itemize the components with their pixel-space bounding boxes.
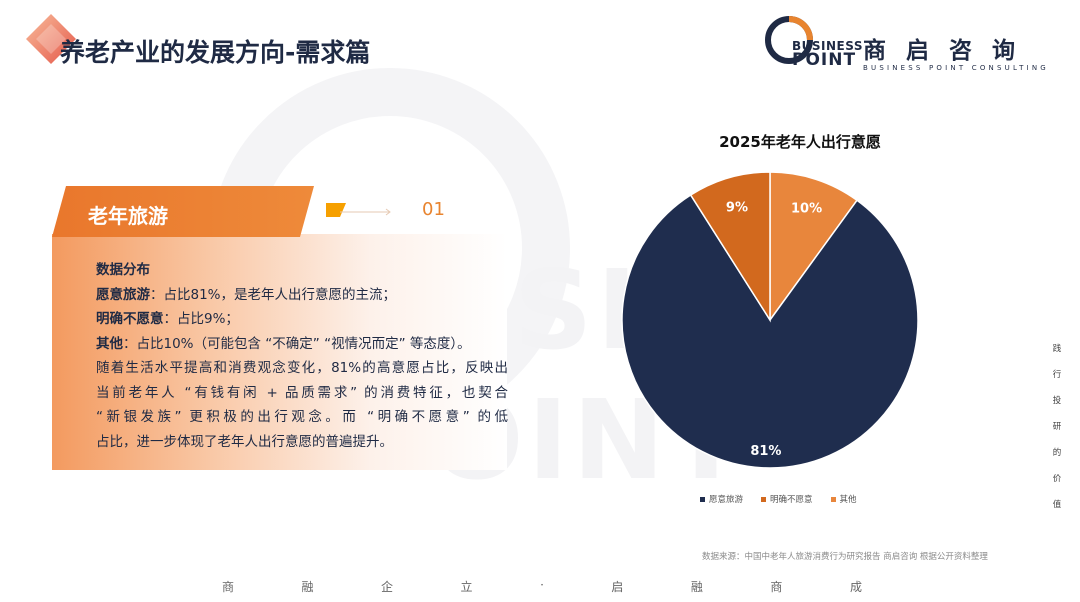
side-char: 研 bbox=[1052, 422, 1062, 432]
legend-item: 其他 bbox=[830, 493, 857, 505]
arrow-icon bbox=[326, 203, 391, 217]
paragraph-line: 占比，进一步体现了老年人出行意愿的普遍提升。 bbox=[96, 433, 393, 450]
footer-slogan: 商 融 企 立 · 启 融 商 成 bbox=[222, 578, 862, 595]
company-logo: BUSINESS POINT 商启咨询 BUSINESS POINT CONSU… bbox=[765, 14, 1065, 74]
footer-char: 立 bbox=[460, 580, 473, 594]
footer-char: · bbox=[540, 578, 544, 592]
content-item: 其他：占比10%（可能包含 “不确定” “视情况而定” 等态度）。 bbox=[96, 335, 471, 352]
logo-chinese-name: 商启咨询 bbox=[863, 38, 1035, 64]
logo-point-text: POINT bbox=[792, 50, 857, 70]
footer-char: 融 bbox=[690, 580, 703, 594]
side-char: 的 bbox=[1052, 448, 1062, 458]
footer-char: 商 bbox=[770, 580, 783, 594]
content-background bbox=[52, 234, 507, 470]
logo-english-name: BUSINESS POINT CONSULTING bbox=[863, 64, 1049, 72]
footer-char: 融 bbox=[301, 580, 314, 594]
footer-char: 企 bbox=[381, 580, 394, 594]
pie-data-label: 81% bbox=[750, 444, 781, 459]
content-item: 愿意旅游：占比81%，是老年人出行意愿的主流； bbox=[96, 286, 397, 303]
logo-ring-icon bbox=[765, 16, 813, 64]
pie-slice bbox=[689, 171, 771, 323]
side-char: 践 bbox=[1052, 344, 1062, 354]
footer-char: 商 bbox=[222, 580, 235, 594]
side-char: 值 bbox=[1052, 500, 1062, 510]
logo-business-text: BUSINESS bbox=[792, 39, 863, 53]
footer-char: 成 bbox=[849, 580, 862, 594]
chart-title: 2025年老年人出行意愿 bbox=[719, 133, 881, 151]
legend-label: 明确不愿意 bbox=[770, 495, 813, 505]
legend-item: 愿意旅游 bbox=[700, 493, 743, 505]
side-slogan: 践 行 投 研 的 价 值 bbox=[1050, 336, 1064, 518]
paragraph-line: 当前老年人 “有钱有闲 + 品质需求” 的消费特征，也契合 bbox=[96, 384, 508, 401]
legend-label: 其他 bbox=[839, 495, 857, 505]
content-heading: 数据分布 bbox=[96, 262, 150, 278]
chart-legend: 愿意旅游 明确不愿意 其他 bbox=[700, 493, 857, 505]
side-char: 行 bbox=[1052, 370, 1062, 380]
legend-item: 明确不愿意 bbox=[761, 493, 813, 505]
legend-swatch bbox=[761, 496, 767, 502]
page-title: 养老产业的发展方向-需求篇 bbox=[60, 38, 371, 67]
legend-label: 愿意旅游 bbox=[709, 495, 744, 505]
footer-char: 启 bbox=[611, 580, 624, 594]
pie-data-label: 10% bbox=[791, 201, 822, 216]
side-char: 投 bbox=[1052, 396, 1062, 406]
paragraph-line: “新银发族” 更积极的出行观念。而 “明确不愿意” 的低 bbox=[96, 409, 508, 425]
data-source: 数据来源：中国中老年人旅游消费行为研究报告 商启咨询 根据公开资料整理 bbox=[702, 552, 988, 562]
section-tag-shape bbox=[52, 186, 314, 237]
content-text: 数据分布 愿意旅游：占比81%，是老年人出行意愿的主流； 明确不愿意：占比9%；… bbox=[96, 258, 508, 454]
pie-slice bbox=[769, 171, 859, 323]
legend-swatch bbox=[830, 496, 836, 502]
pie-chart: 10% 81% 9% bbox=[621, 171, 919, 469]
content-item: 明确不愿意：占比9%； bbox=[96, 311, 239, 327]
paragraph-line: 随着生活水平提高和消费观念变化，81%的高意愿占比，反映出 bbox=[96, 360, 508, 376]
pie-slice bbox=[621, 194, 919, 469]
pie-data-label: 9% bbox=[726, 200, 748, 215]
side-char: 价 bbox=[1052, 474, 1062, 484]
corner-decoration bbox=[26, 14, 76, 64]
section-tag-label: 老年旅游 bbox=[88, 204, 168, 228]
section-number: 01 bbox=[422, 199, 445, 220]
legend-swatch bbox=[700, 496, 705, 502]
